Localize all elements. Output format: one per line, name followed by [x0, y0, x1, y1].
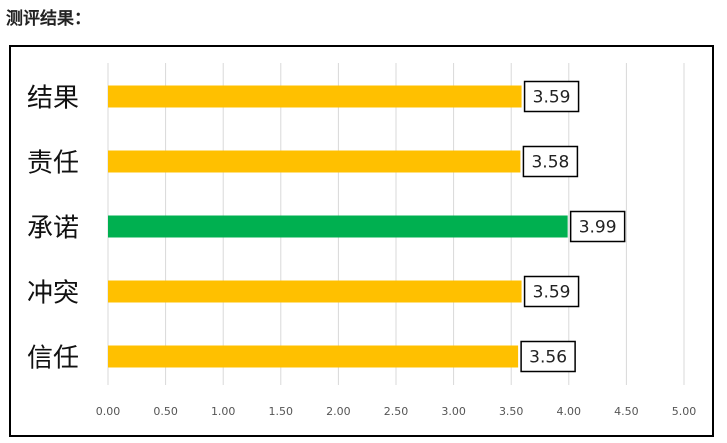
bar: [108, 85, 522, 108]
data-label-box: [523, 80, 580, 113]
category-label: 结果: [27, 84, 79, 114]
category-label: 责任: [27, 149, 79, 179]
bar: [108, 345, 519, 368]
x-tick-label: 1.00: [211, 405, 236, 418]
data-label-box: [569, 210, 626, 243]
x-tick-label: 1.50: [269, 405, 294, 418]
x-tick-label: 4.00: [557, 405, 582, 418]
data-label: 3.56: [529, 348, 567, 368]
bar: [108, 150, 521, 173]
x-tick-label: 0.50: [153, 405, 178, 418]
x-tick-label: 5.00: [672, 405, 697, 418]
chart-frame: 结果 3.59 责任 3.58 承诺 3.99 冲突 3.59 信任 3.56 0.00 0.50 1…: [9, 45, 714, 437]
data-label: 3.59: [533, 88, 571, 108]
category-label: 承诺: [27, 214, 79, 244]
data-label-box: [520, 340, 576, 373]
x-tick-label: 0.00: [96, 405, 121, 418]
x-tick-label: 3.00: [441, 405, 466, 418]
bar-chart: 结果 3.59 责任 3.58 承诺 3.99 冲突 3.59 信任 3.56 0.00 0.50 1…: [27, 63, 697, 418]
page-title: 测评结果：: [6, 9, 91, 29]
bar: [108, 215, 568, 238]
x-tick-label: 4.50: [614, 405, 639, 418]
category-label: 信任: [27, 344, 79, 374]
data-label-box: [523, 275, 580, 308]
bar: [108, 280, 522, 303]
bar-layer: [108, 85, 568, 368]
category-label: 冲突: [27, 279, 79, 309]
x-tick-label: 3.50: [499, 405, 524, 418]
axis-layer: 0.00 0.50 1.00 1.50 2.00 2.50 3.00 3.50 4.00 4.50…: [96, 405, 697, 418]
data-label-box: [522, 145, 579, 178]
label-layer: 结果 3.59 责任 3.58 承诺 3.99 冲突 3.59 信任 3.56: [27, 80, 626, 374]
data-label: 3.58: [531, 153, 569, 173]
data-label: 3.59: [533, 283, 571, 303]
data-label: 3.99: [579, 218, 617, 238]
x-tick-label: 2.50: [384, 405, 409, 418]
x-tick-label: 2.00: [326, 405, 351, 418]
